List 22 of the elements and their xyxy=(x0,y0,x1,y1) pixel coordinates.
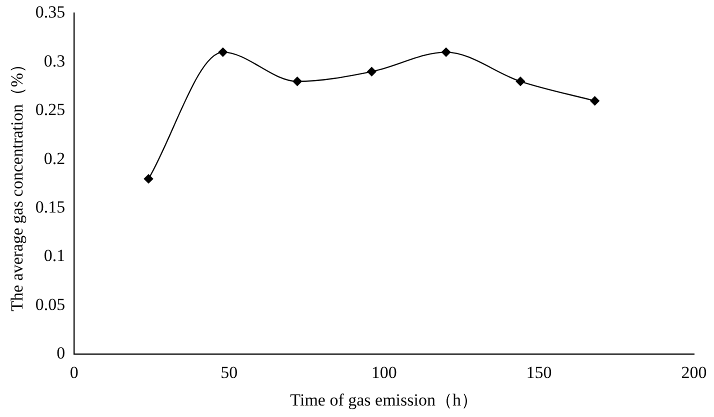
x-tick-label: 0 xyxy=(70,362,78,382)
point xyxy=(292,76,302,86)
y-axis-title: The average gas concentration（%） xyxy=(8,56,27,312)
x-tick-label: 200 xyxy=(681,362,707,382)
point xyxy=(218,48,228,57)
y-tick-label: 0.05 xyxy=(35,294,66,314)
point xyxy=(144,174,154,184)
x-axis-title: Time of gas emission（h） xyxy=(290,390,478,410)
y-tick-label: 0.2 xyxy=(44,148,66,168)
point xyxy=(590,96,600,106)
y-tick-label: 0.1 xyxy=(44,246,66,266)
y-tick-label: 0.15 xyxy=(35,198,66,217)
y-tick-label: 0.35 xyxy=(35,2,66,22)
x-tick-label: 50 xyxy=(220,362,238,382)
point xyxy=(367,67,376,76)
y-tick-label: 0 xyxy=(56,344,66,363)
point xyxy=(441,48,451,57)
x-tick-label: 150 xyxy=(526,362,552,382)
y-tick-label: 0.25 xyxy=(35,100,66,120)
y-tick-label: 0.3 xyxy=(44,51,66,70)
x-tick-label: 100 xyxy=(371,362,397,382)
point xyxy=(516,76,526,86)
